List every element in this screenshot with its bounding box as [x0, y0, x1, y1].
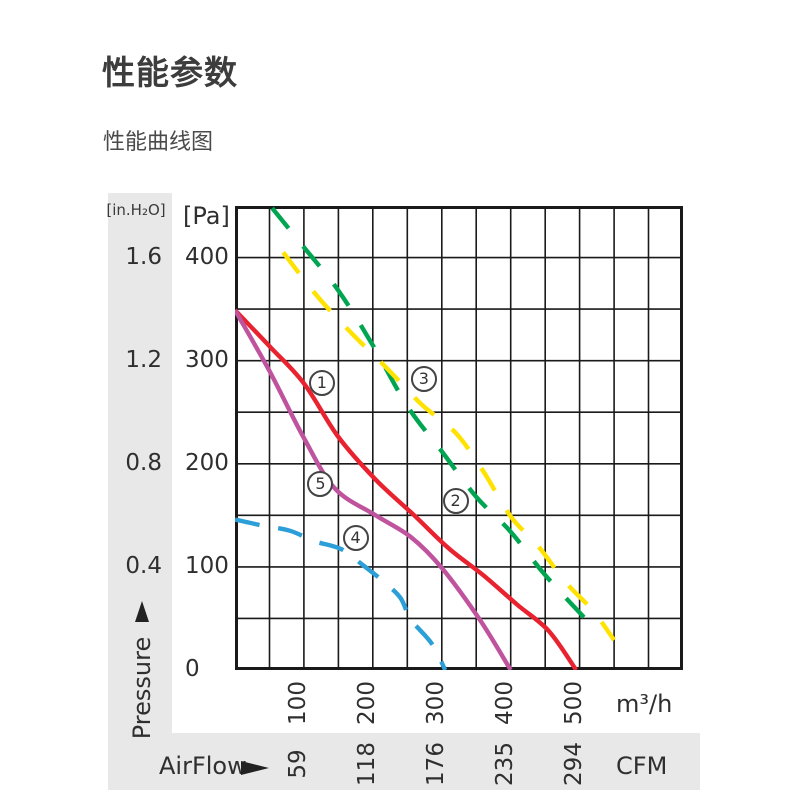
performance-curve-plot	[235, 206, 683, 670]
airflow-right-arrow-icon	[241, 761, 269, 775]
left-axis-band	[108, 193, 172, 733]
section-title: 性能曲线图	[103, 130, 214, 155]
curve-marker-3: 3	[410, 366, 437, 393]
m3h-tick-300: 300	[422, 681, 449, 725]
pa-tick-0: 0	[185, 656, 200, 682]
bottom-axis-band	[108, 733, 700, 790]
m3h-tick-200: 200	[353, 681, 380, 725]
pressure-up-arrow-icon	[135, 601, 149, 622]
curve-marker-1: 1	[308, 370, 335, 397]
curve-marker-2: 2	[442, 487, 469, 514]
cfm-tick-176: 176	[422, 742, 449, 786]
x-axis-secondary-unit: CFM	[616, 752, 668, 780]
curve-4-path	[235, 517, 448, 670]
m3h-tick-100: 100	[284, 681, 311, 725]
plot-frame	[235, 206, 683, 670]
inh2o-tick-1.2: 1.2	[125, 346, 162, 373]
x-axis-primary-unit: m³/h	[616, 690, 673, 718]
m3h-tick-400: 400	[491, 681, 518, 725]
cfm-tick-118: 118	[353, 742, 380, 786]
curve-marker-5: 5	[307, 471, 334, 498]
inh2o-tick-0.4: 0.4	[125, 552, 162, 579]
inh2o-tick-0.8: 0.8	[125, 449, 162, 476]
page-title: 性能参数	[102, 53, 238, 92]
pa-tick-200: 200	[185, 449, 229, 476]
pa-tick-100: 100	[185, 552, 229, 579]
cfm-tick-294: 294	[560, 742, 587, 786]
curve-5-path	[235, 309, 513, 670]
pa-tick-400: 400	[185, 243, 229, 270]
cfm-tick-59: 59	[284, 749, 311, 779]
cfm-tick-235: 235	[491, 742, 518, 786]
pressure-axis-title: Pressure	[128, 636, 156, 740]
airflow-axis-title: AirFlow	[159, 752, 247, 780]
curve-3-path	[281, 251, 616, 642]
curve-2-path	[270, 206, 590, 623]
y-axis-secondary-unit: [in.H₂O]	[106, 201, 166, 219]
curve-1-path	[235, 308, 579, 670]
m3h-tick-500: 500	[560, 681, 587, 725]
pa-tick-300: 300	[185, 346, 229, 373]
inh2o-tick-1.6: 1.6	[125, 243, 162, 270]
curve-marker-4: 4	[342, 525, 369, 552]
y-axis-primary-unit: [Pa]	[183, 202, 230, 230]
